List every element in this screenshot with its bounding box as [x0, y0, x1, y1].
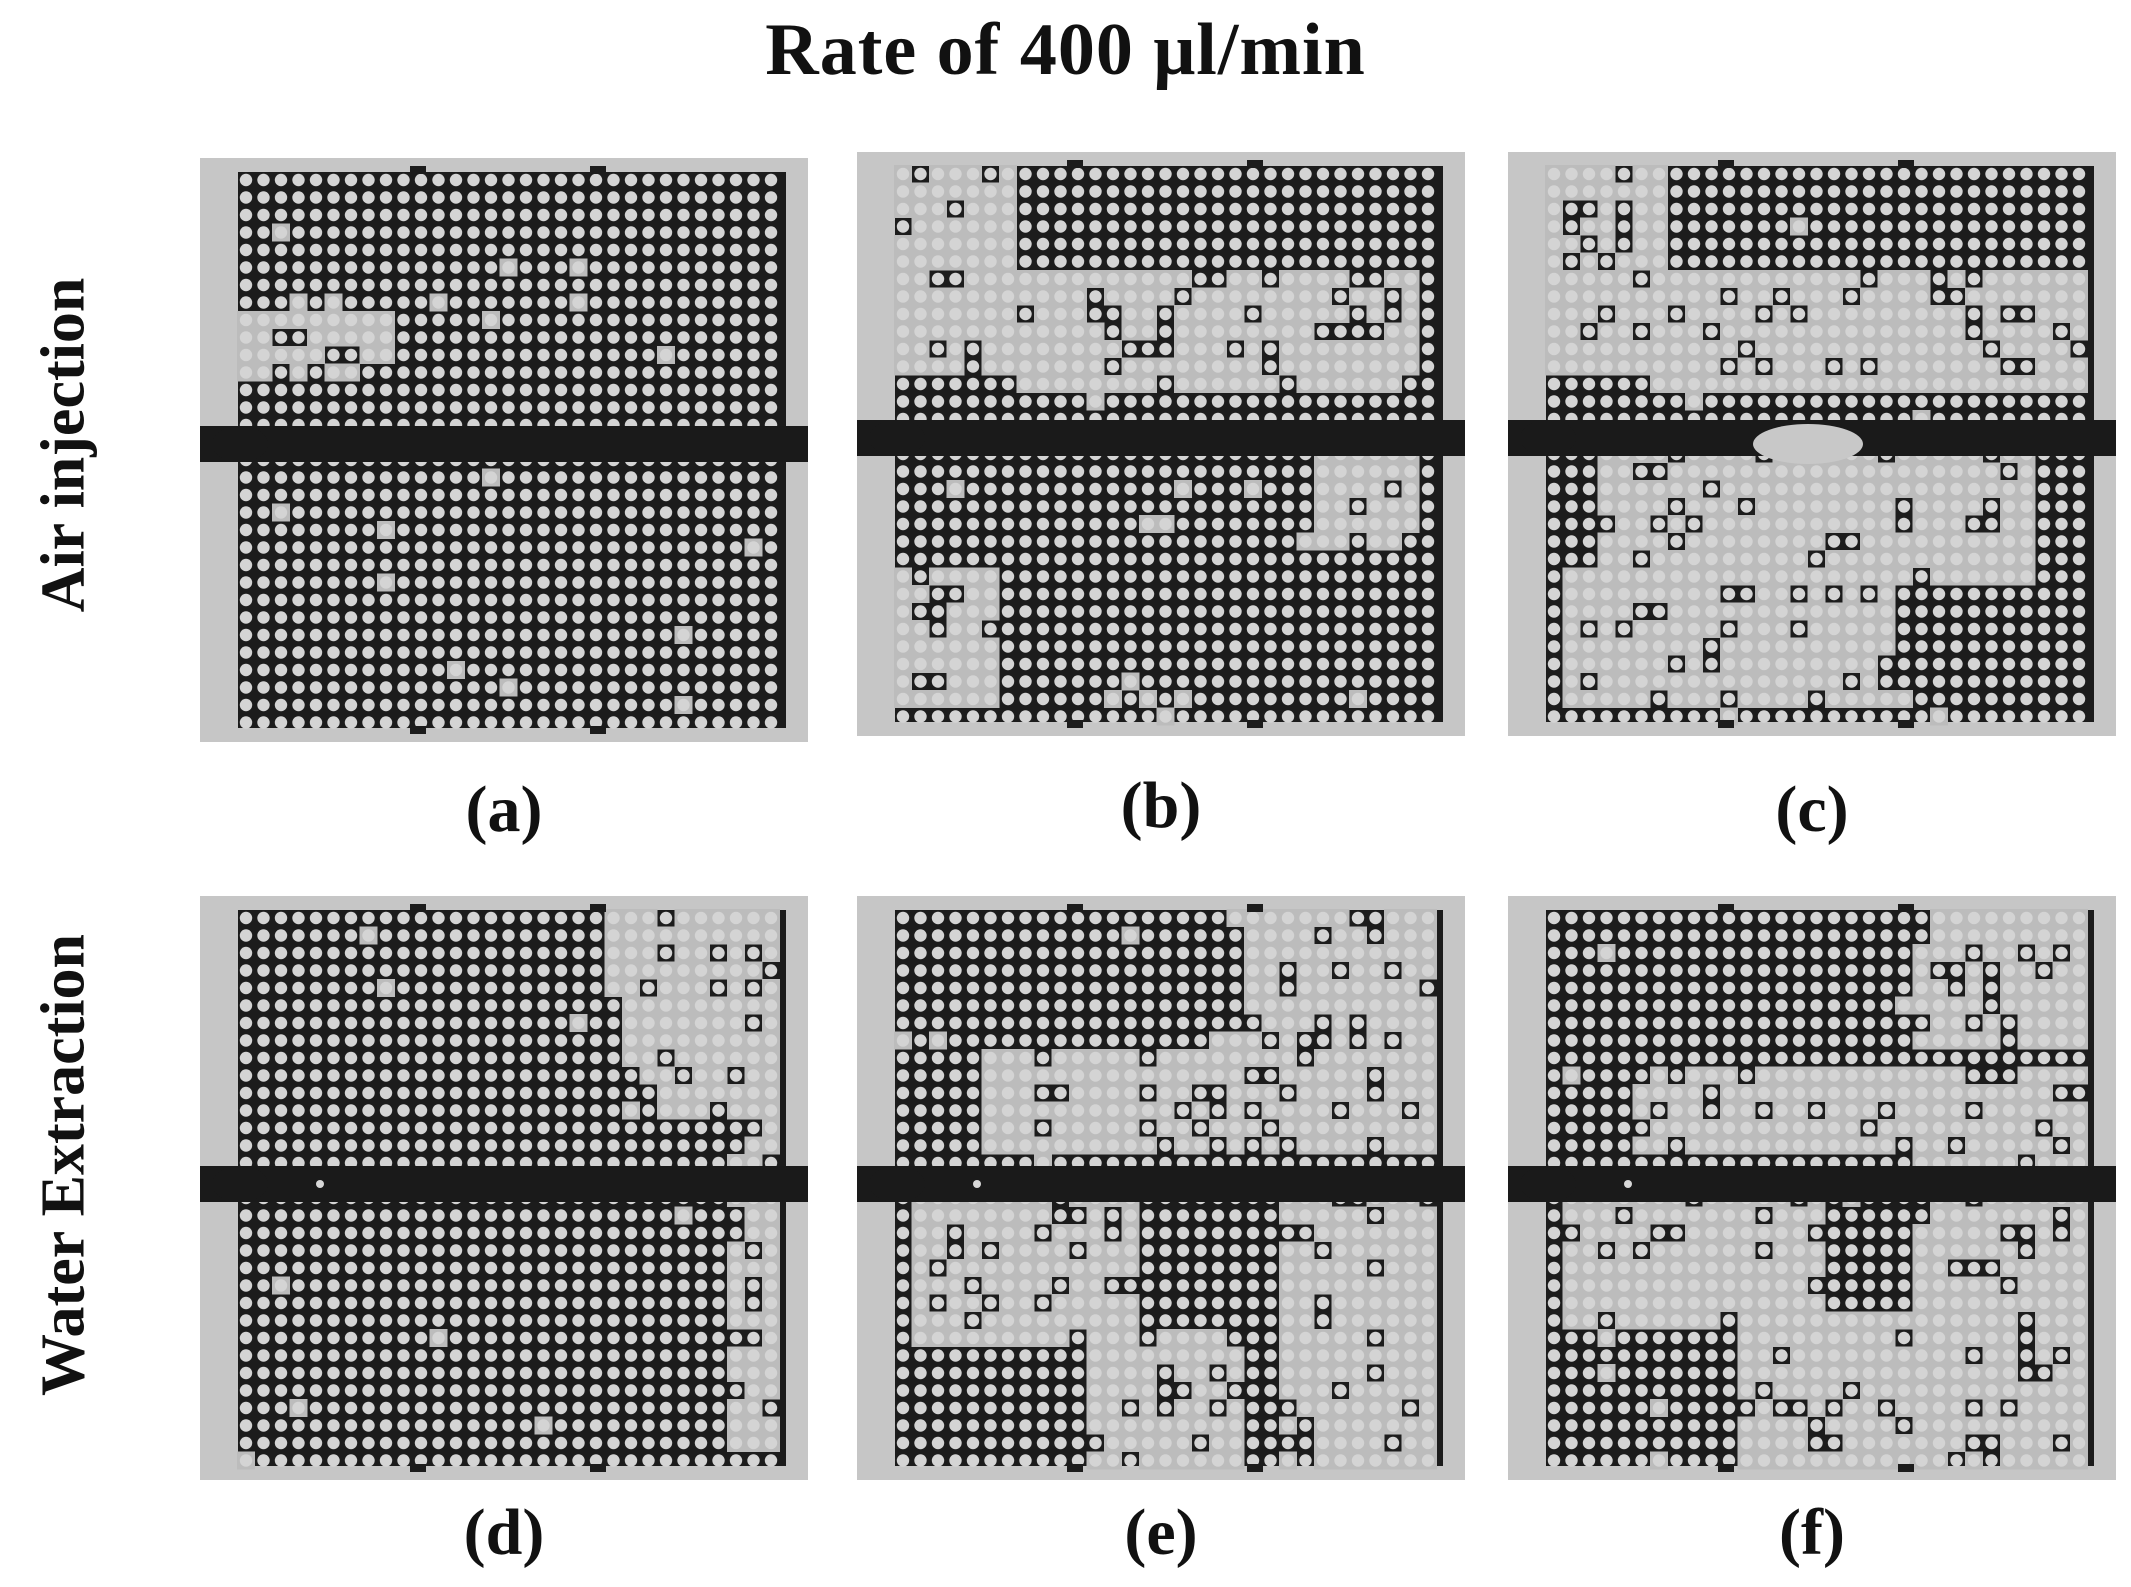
panel-b-image [857, 152, 1465, 736]
panel-c-image [1508, 152, 2116, 736]
panel-f-image [1508, 896, 2116, 1480]
caption-e: (e) [1124, 1496, 1198, 1569]
figure-title: Rate of 400 μl/min [765, 9, 1366, 91]
panel-d-image [200, 896, 808, 1480]
row-label-air-injection: Air injection [29, 277, 98, 613]
caption-a: (a) [465, 773, 543, 846]
panel-a-micromodel-image [200, 158, 808, 742]
panel-b-micromodel-image [857, 152, 1465, 736]
panel-e-micromodel-image [857, 896, 1465, 1480]
panel-e-image [857, 896, 1465, 1480]
row-label-water-extraction: Water Extraction [29, 933, 98, 1397]
panel-f-micromodel-image [1508, 896, 2116, 1480]
central-channel [857, 1166, 1465, 1202]
caption-c: (c) [1775, 773, 1849, 846]
caption-f: (f) [1779, 1496, 1845, 1569]
panel-d-micromodel-image [200, 896, 808, 1480]
panel-c-micromodel-image [1508, 152, 2116, 736]
central-channel [200, 1166, 808, 1202]
panel-a-image [200, 158, 808, 742]
central-channel [200, 426, 808, 462]
central-channel [857, 420, 1465, 456]
caption-b: (b) [1120, 769, 1202, 842]
caption-d: (d) [463, 1496, 545, 1569]
central-channel [1508, 1166, 2116, 1202]
